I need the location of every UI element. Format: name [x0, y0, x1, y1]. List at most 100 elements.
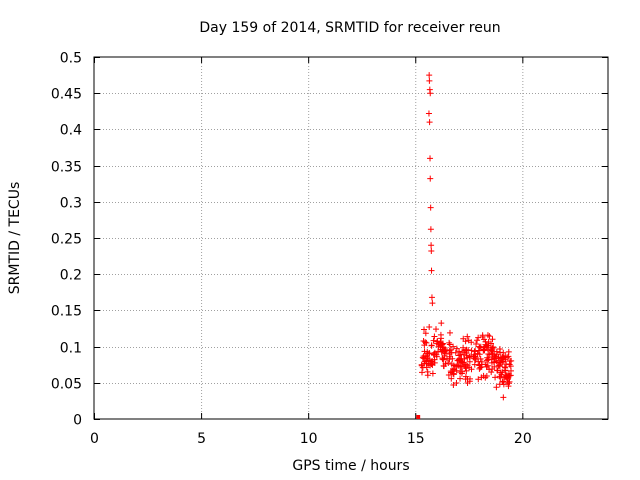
- data-point: [458, 364, 465, 371]
- data-point: [506, 361, 513, 368]
- data-point: [508, 357, 515, 364]
- data-point: [426, 323, 433, 330]
- data-point: [448, 361, 455, 368]
- y-tick-label: 0.25: [51, 232, 82, 248]
- data-point: [421, 326, 428, 333]
- data-point: [474, 337, 481, 344]
- data-point: [471, 361, 478, 368]
- data-point: [422, 339, 429, 346]
- data-point: [489, 345, 496, 352]
- data-point: [446, 329, 453, 336]
- data-point: [428, 267, 435, 274]
- data-point: [453, 379, 460, 386]
- data-point: [463, 361, 470, 368]
- data-point: [489, 353, 496, 360]
- data-point: [488, 369, 495, 376]
- data-point: [426, 77, 433, 84]
- data-point: [457, 375, 464, 382]
- data-point: [446, 339, 453, 346]
- data-point: [440, 362, 447, 369]
- data-point: [426, 72, 433, 79]
- data-point: [419, 369, 426, 376]
- data-point: [500, 378, 507, 385]
- data-point: [421, 348, 428, 355]
- data-point: [423, 360, 430, 367]
- data-point: [440, 348, 447, 355]
- data-point: [497, 359, 504, 366]
- data-point: [494, 367, 501, 374]
- data-point: [484, 354, 491, 361]
- data-point: [484, 332, 491, 339]
- data-point: [464, 333, 471, 340]
- data-point: [426, 119, 433, 126]
- data-point: [466, 353, 473, 360]
- data-point: [464, 379, 471, 386]
- data-point: [503, 360, 510, 367]
- data-point: [493, 384, 500, 391]
- data-point: [434, 338, 441, 345]
- y-tick-label: 0.3: [60, 196, 82, 212]
- data-point: [496, 362, 503, 369]
- data-point: [459, 359, 466, 366]
- data-point: [483, 363, 490, 370]
- x-axis-label: GPS time / hours: [292, 458, 409, 474]
- y-tick-label: 0.2: [60, 268, 82, 284]
- y-tick-label: 0: [73, 413, 82, 429]
- data-point: [450, 343, 457, 350]
- data-point: [438, 320, 445, 327]
- data-point: [448, 375, 455, 382]
- data-point: [433, 326, 440, 333]
- data-point: [427, 155, 434, 162]
- data-point: [429, 300, 436, 307]
- data-point: [505, 348, 512, 355]
- data-point: [429, 370, 436, 377]
- data-point: [482, 341, 489, 348]
- data-point: [446, 356, 453, 363]
- data-point: [435, 348, 442, 355]
- data-point: [425, 350, 432, 357]
- chart-title: Day 159 of 2014, SRMTID for receiver reu…: [199, 20, 500, 36]
- y-tick-label: 0.15: [51, 304, 82, 320]
- data-point: [462, 347, 469, 354]
- data-point: [483, 342, 490, 349]
- x-tick-label: 0: [90, 431, 99, 447]
- data-point: [497, 349, 504, 356]
- y-tick-label: 0.1: [60, 341, 82, 357]
- data-point: [463, 367, 470, 374]
- data-point: [496, 381, 503, 388]
- data-point: [468, 353, 475, 360]
- data-point: [454, 361, 461, 368]
- data-point: [462, 338, 469, 345]
- data-point: [437, 342, 444, 349]
- data-point: [475, 376, 482, 383]
- data-point: [484, 362, 491, 369]
- data-point: [433, 351, 440, 358]
- data-point: [429, 361, 436, 368]
- data-point: [427, 226, 434, 233]
- data-point: [424, 368, 431, 375]
- data-point: [419, 354, 426, 361]
- data-point: [461, 355, 468, 362]
- data-point: [501, 374, 508, 381]
- data-point: [420, 337, 427, 344]
- data-point: [426, 350, 433, 357]
- data-point: [427, 175, 434, 182]
- y-tick-label: 0.35: [51, 160, 82, 176]
- data-point: [475, 358, 482, 365]
- data-point: [500, 354, 507, 361]
- data-point: [489, 365, 496, 372]
- data-point: [428, 294, 435, 301]
- y-tick-label: 0.45: [51, 87, 82, 103]
- data-point: [482, 374, 489, 381]
- x-tick-label: 15: [407, 431, 425, 447]
- data-point: [499, 355, 506, 362]
- data-point: [453, 345, 460, 352]
- data-point: [482, 361, 489, 368]
- data-point: [472, 354, 479, 361]
- data-point: [422, 330, 429, 337]
- data-point: [455, 356, 462, 363]
- data-point: [497, 369, 504, 376]
- grid-lines: [94, 57, 608, 419]
- data-points: [416, 72, 515, 419]
- data-point: [489, 336, 496, 343]
